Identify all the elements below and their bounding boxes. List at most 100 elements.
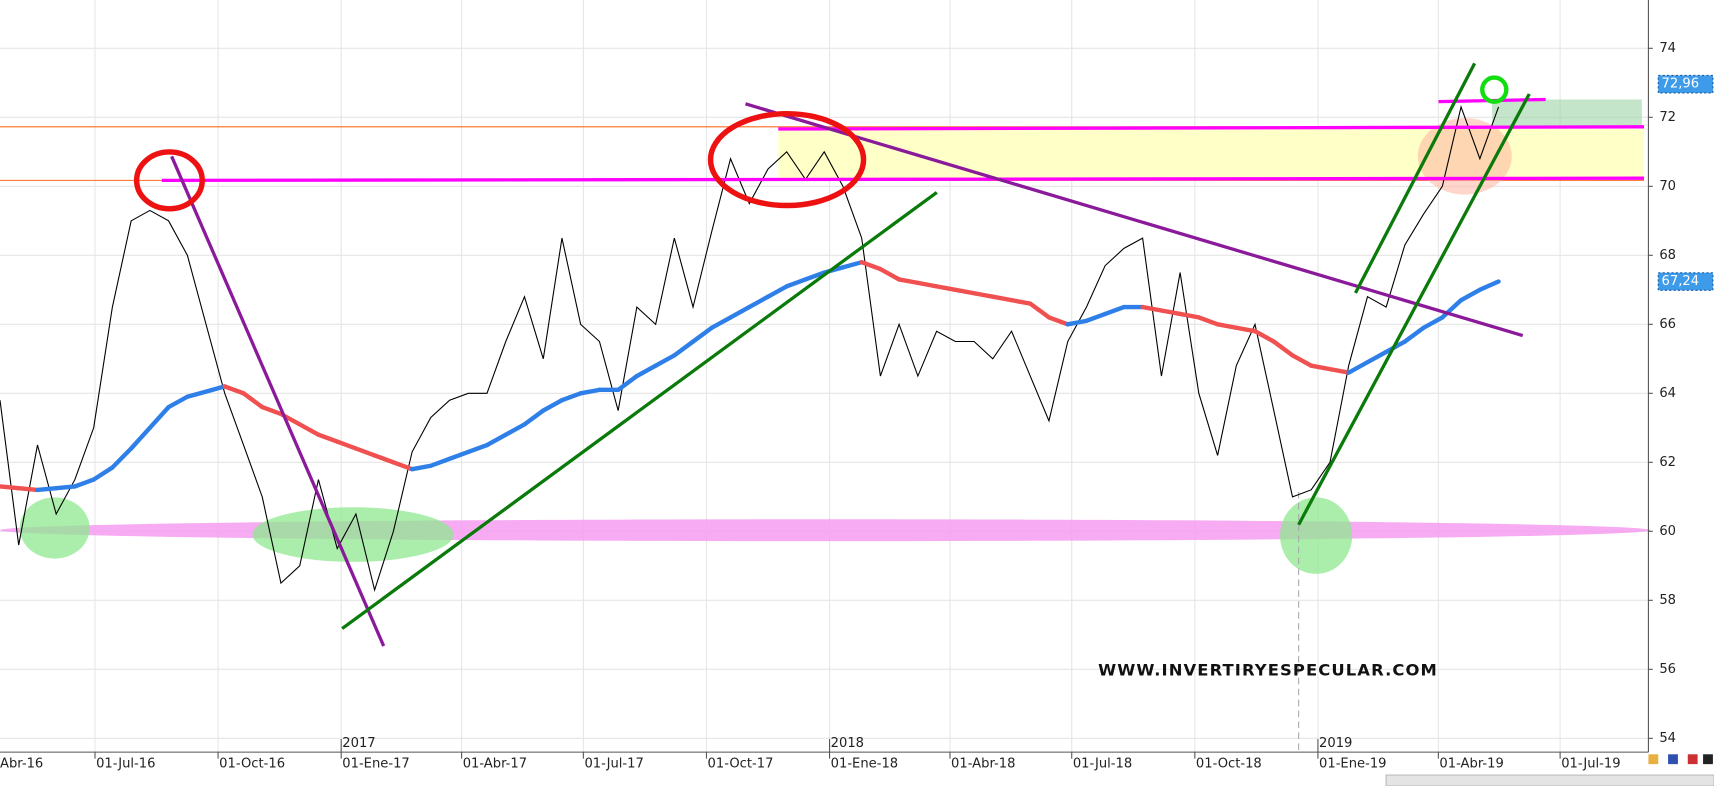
support-touch <box>1280 497 1353 574</box>
moving-average-segment <box>1140 304 1164 313</box>
x-tick-label: 01-Jul-17 <box>584 757 643 772</box>
price-badge <box>1657 272 1714 291</box>
year-label: 2018 <box>831 736 864 751</box>
support-touch <box>252 507 454 562</box>
y-tick-label: 56 <box>1659 662 1676 677</box>
horizontal-line <box>161 176 1645 183</box>
x-tick-label: 01-Jul-16 <box>96 757 155 772</box>
moving-average-segment <box>1458 287 1483 303</box>
highlight-zone <box>1417 118 1512 195</box>
moving-average-segment <box>653 353 677 368</box>
moving-average-segment <box>840 260 864 270</box>
price-badge-label: 72,96 <box>1662 77 1700 92</box>
resistance-zone <box>778 128 1645 180</box>
channel-line <box>1297 93 1531 526</box>
toolbar-icon[interactable] <box>1687 754 1698 765</box>
moving-average-segment <box>297 422 321 437</box>
x-tick-label: 01-Abr-17 <box>463 757 527 772</box>
moving-average-segment <box>1159 308 1183 317</box>
moving-average-segment <box>372 453 396 465</box>
toolbar-icon[interactable] <box>1648 754 1659 765</box>
moving-average-segment <box>915 280 939 289</box>
moving-average-segment <box>91 465 115 482</box>
moving-average-segment <box>409 463 434 472</box>
year-label: 2017 <box>342 736 375 751</box>
x-tick-label: 01-Abr-18 <box>951 757 1015 772</box>
moving-average-segment <box>1346 360 1370 375</box>
horizontal-line <box>778 125 1645 131</box>
moving-average-segment <box>1365 349 1389 365</box>
moving-average-segment <box>765 284 789 299</box>
annotations <box>133 62 1645 647</box>
moving-average-segment <box>16 485 40 493</box>
toolbar-icon[interactable] <box>1703 754 1713 765</box>
moving-average-segment <box>203 384 227 394</box>
moving-average-segment <box>878 266 902 282</box>
y-tick-label: 54 <box>1659 731 1676 746</box>
x-tick-label: 01-Ene-17 <box>342 757 409 772</box>
moving-average-segment <box>971 291 995 299</box>
moving-average-segment <box>466 442 490 455</box>
moving-average-segment <box>1271 339 1295 358</box>
circle-marker <box>707 110 867 209</box>
moving-average-segment <box>391 460 415 472</box>
toolbar-icon[interactable] <box>1668 754 1678 765</box>
support-band <box>0 519 1651 542</box>
trend-line <box>745 102 1524 338</box>
moving-average-segment <box>1196 315 1220 327</box>
x-tick-label: 01-Oct-17 <box>708 757 774 772</box>
y-tick-label: 66 <box>1659 317 1676 332</box>
watermark: WWW.INVERTIRYESPECULAR.COM <box>1098 661 1438 680</box>
price-badge-label: 67,24 <box>1662 274 1700 289</box>
moving-average-segment <box>541 398 565 413</box>
moving-average-segment <box>110 446 134 470</box>
moving-average-segment <box>35 485 59 493</box>
moving-average-segment <box>503 422 527 437</box>
moving-average-segment <box>784 277 808 289</box>
axes: 54 56 58 60 62 64 66 68 70 72 74 Abr-16 01-Jul-16 01-… <box>0 41 1714 772</box>
moving-average-segment <box>1402 325 1426 344</box>
moving-average-segment <box>578 387 602 396</box>
price-line <box>0 105 1500 592</box>
y-tick-label: 58 <box>1659 593 1676 608</box>
moving-average-segment <box>1065 318 1089 327</box>
moving-average-segment <box>1421 315 1445 330</box>
moving-average-segment <box>353 446 377 458</box>
moving-average-segment <box>72 477 96 489</box>
moving-average-segment <box>222 384 246 396</box>
x-tick-label: 01-Ene-19 <box>1319 757 1386 772</box>
trend-line <box>341 191 938 630</box>
x-tick-label: 01-Jul-18 <box>1073 757 1132 772</box>
y-tick-label: 74 <box>1659 41 1676 56</box>
moving-average-segment <box>128 425 153 451</box>
moving-average-segment <box>1234 325 1258 334</box>
moving-average-segment <box>1102 304 1127 317</box>
moving-average-segment <box>447 449 471 462</box>
moving-average-segment <box>990 294 1014 303</box>
moving-average-segment <box>522 408 546 427</box>
moving-average-segment <box>615 373 640 393</box>
moving-average-segment <box>334 439 359 451</box>
year-label: 2019 <box>1319 736 1352 751</box>
moving-average-segment <box>803 270 827 282</box>
moving-average-segment <box>260 404 284 417</box>
moving-average-segment <box>1290 353 1314 368</box>
moving-average-segment <box>54 484 78 491</box>
price-badge <box>1657 74 1714 94</box>
moving-average-segment <box>185 389 209 399</box>
moving-average-segment <box>1215 322 1239 330</box>
support-touch <box>19 497 90 559</box>
moving-average-segment <box>484 432 508 448</box>
y-tick-label: 68 <box>1659 248 1676 263</box>
y-tick-label: 60 <box>1659 524 1676 539</box>
moving-average-segment <box>559 391 583 403</box>
moving-average-segment <box>728 304 752 320</box>
circle-marker <box>133 149 205 212</box>
moving-average-segment <box>1084 311 1108 324</box>
y-tick-label: 64 <box>1659 386 1676 401</box>
scrollbar[interactable] <box>1385 774 1714 786</box>
annotations-back <box>0 99 1651 753</box>
moving-average-segment <box>1046 315 1070 327</box>
